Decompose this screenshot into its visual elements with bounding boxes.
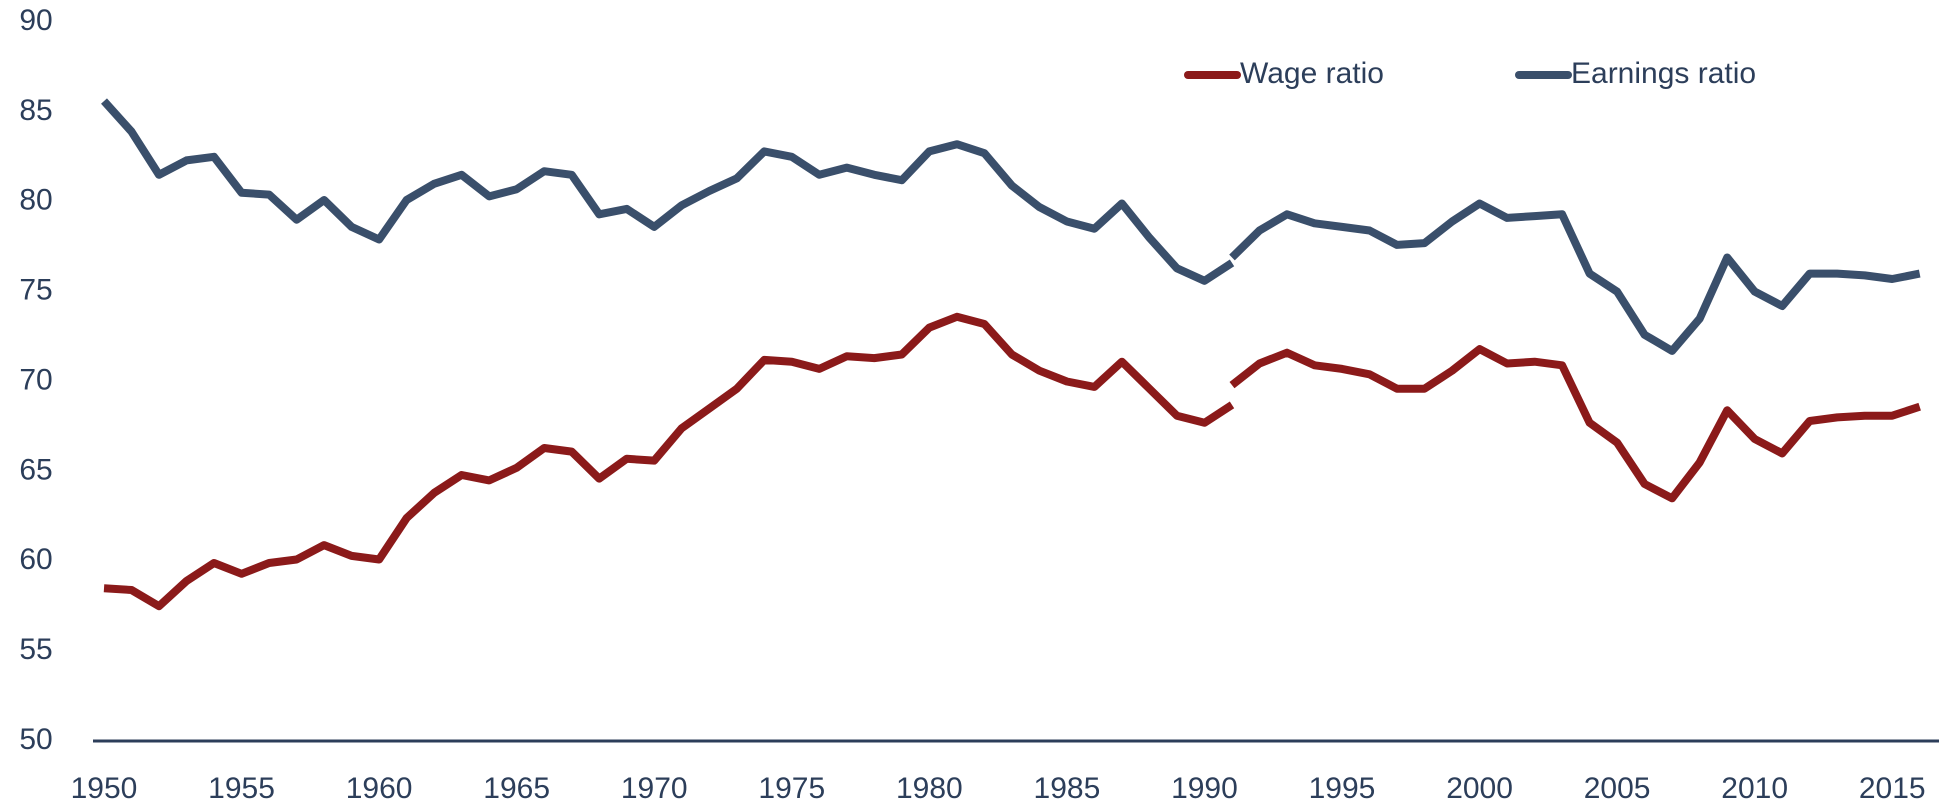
x-tick-label: 1950 xyxy=(71,772,138,805)
x-tick-label: 1955 xyxy=(208,772,275,805)
y-tick-label: 90 xyxy=(19,4,52,37)
x-tick-label: 1960 xyxy=(346,772,413,805)
x-tick-label: 1965 xyxy=(483,772,550,805)
x-tick-label: 2010 xyxy=(1721,772,1788,805)
y-tick-label: 65 xyxy=(19,453,52,486)
x-tick-label: 2000 xyxy=(1446,772,1513,805)
y-tick-label: 85 xyxy=(19,94,52,127)
x-tick-label: 1985 xyxy=(1034,772,1101,805)
x-tick-label: 1995 xyxy=(1309,772,1376,805)
x-tick-label: 2015 xyxy=(1859,772,1926,805)
y-tick-label: 55 xyxy=(19,633,52,666)
y-tick-label: 75 xyxy=(19,274,52,307)
legend-label: Wage ratio xyxy=(1240,57,1384,90)
y-tick-label: 50 xyxy=(19,723,52,756)
series-line xyxy=(101,98,1921,355)
y-tick-label: 70 xyxy=(19,363,52,396)
x-tick-label: 1975 xyxy=(758,772,825,805)
x-tick-label: 1990 xyxy=(1171,772,1238,805)
y-tick-label: 60 xyxy=(19,543,52,576)
x-tick-label: 1970 xyxy=(621,772,688,805)
y-tick-label: 80 xyxy=(19,184,52,217)
legend-label: Earnings ratio xyxy=(1571,57,1756,90)
x-tick-label: 1980 xyxy=(896,772,963,805)
series-line xyxy=(103,312,1921,611)
x-tick-label: 2005 xyxy=(1584,772,1651,805)
